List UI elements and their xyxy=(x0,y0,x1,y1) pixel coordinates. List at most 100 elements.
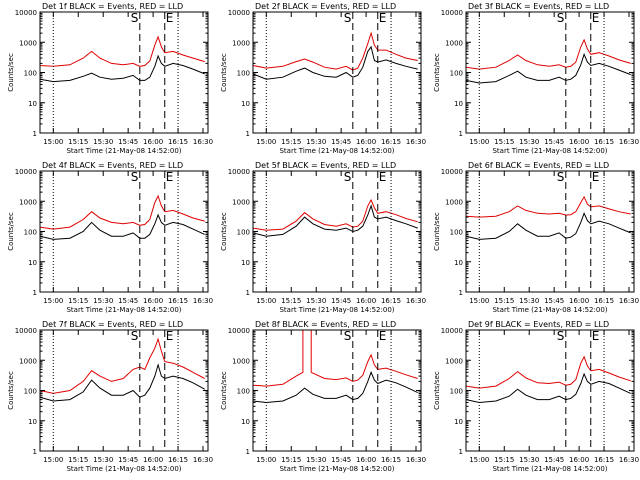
marker-s: S xyxy=(131,170,139,184)
x-tick-label: 16:30 xyxy=(619,297,639,305)
x-tick-label: 16:15 xyxy=(381,456,401,464)
x-tick-label: 15:45 xyxy=(331,138,351,146)
y-tick-label: 10000 xyxy=(228,327,250,335)
panel-title: Det 9f BLACK = Events, RED = LLD xyxy=(468,320,609,329)
y-tick-label: 10000 xyxy=(228,168,250,176)
series-line-lld xyxy=(466,355,631,389)
x-axis-label: Start Time (21-May-08 14:52:00) xyxy=(279,147,394,155)
x-tick-label: 16:30 xyxy=(193,456,213,464)
x-tick-label: 15:15 xyxy=(281,138,301,146)
x-tick-label: 15:15 xyxy=(494,138,514,146)
x-tick-label: 16:00 xyxy=(143,297,163,305)
plot-frame xyxy=(252,11,422,134)
y-tick-label: 10 xyxy=(28,418,37,426)
y-tick-label: 1000 xyxy=(232,357,250,365)
x-axis-label: Start Time (21-May-08 14:52:00) xyxy=(492,306,607,314)
marker-e: E xyxy=(379,170,387,184)
y-tick-label: 1 xyxy=(246,289,250,297)
x-tick-label: 15:45 xyxy=(118,297,138,305)
y-tick-label: 10000 xyxy=(15,9,37,17)
y-tick-label: 1000 xyxy=(232,39,250,47)
y-tick-label: 1000 xyxy=(19,357,37,365)
y-tick-label: 10 xyxy=(241,259,250,267)
y-axis-label: Counts/sec xyxy=(220,53,228,92)
y-tick-label: 1 xyxy=(33,289,37,297)
marker-e: E xyxy=(379,329,387,343)
x-tick-label: 15:00 xyxy=(469,297,489,305)
y-tick-label: 10 xyxy=(28,259,37,267)
y-tick-label: 1000 xyxy=(19,39,37,47)
y-tick-label: 10 xyxy=(241,100,250,108)
x-axis-label: Start Time (21-May-08 14:52:00) xyxy=(66,465,181,473)
x-axis-label: Start Time (21-May-08 14:52:00) xyxy=(279,465,394,473)
plot-frame xyxy=(252,170,422,293)
series-line-events xyxy=(40,213,205,240)
x-tick-label: 15:45 xyxy=(118,138,138,146)
marker-e: E xyxy=(379,11,387,25)
x-tick-label: 15:15 xyxy=(281,297,301,305)
y-axis-label: Counts/sec xyxy=(433,371,441,410)
marker-e: E xyxy=(166,329,174,343)
panel-title: Det 2f BLACK = Events, RED = LLD xyxy=(255,2,396,11)
x-tick-label: 15:45 xyxy=(544,297,564,305)
x-axis-label: Start Time (21-May-08 14:52:00) xyxy=(492,465,607,473)
y-tick-label: 1 xyxy=(459,130,463,138)
x-tick-label: 15:30 xyxy=(519,138,539,146)
x-tick-label: 15:00 xyxy=(256,138,276,146)
panel-title: Det 7f BLACK = Events, RED = LLD xyxy=(42,320,183,329)
series-line-lld xyxy=(253,330,418,387)
x-tick-label: 15:00 xyxy=(256,456,276,464)
marker-e: E xyxy=(166,11,174,25)
y-tick-label: 1000 xyxy=(445,198,463,206)
x-tick-label: 15:30 xyxy=(93,138,113,146)
x-tick-label: 15:30 xyxy=(93,297,113,305)
series-line-lld xyxy=(253,198,418,231)
y-axis-label: Counts/sec xyxy=(433,212,441,251)
marker-s: S xyxy=(344,11,352,25)
x-tick-label: 16:15 xyxy=(168,456,188,464)
x-tick-label: 16:00 xyxy=(143,138,163,146)
y-tick-label: 10 xyxy=(454,259,463,267)
series-line-events xyxy=(253,45,418,80)
y-tick-label: 1000 xyxy=(232,198,250,206)
x-tick-label: 15:30 xyxy=(519,297,539,305)
series-line-events xyxy=(466,372,631,404)
series-line-events xyxy=(40,363,205,402)
y-axis-label: Counts/sec xyxy=(220,371,228,410)
y-tick-label: 100 xyxy=(237,70,250,78)
y-tick-label: 10000 xyxy=(441,168,463,176)
x-tick-label: 15:15 xyxy=(281,456,301,464)
x-tick-label: 15:15 xyxy=(68,297,88,305)
y-axis-label: Counts/sec xyxy=(7,371,15,410)
marker-s: S xyxy=(131,329,139,343)
x-axis-label: Start Time (21-May-08 14:52:00) xyxy=(279,306,394,314)
marker-s: S xyxy=(131,11,139,25)
y-tick-label: 1 xyxy=(246,130,250,138)
y-axis-label: Counts/sec xyxy=(7,212,15,251)
y-tick-label: 10 xyxy=(241,418,250,426)
x-tick-label: 16:30 xyxy=(619,456,639,464)
x-tick-label: 15:45 xyxy=(544,138,564,146)
y-tick-label: 100 xyxy=(237,388,250,396)
x-tick-label: 16:15 xyxy=(381,138,401,146)
panel-title: Det 1f BLACK = Events, RED = LLD xyxy=(42,2,183,11)
plot-frame xyxy=(252,329,422,452)
x-tick-label: 16:30 xyxy=(406,297,426,305)
x-tick-label: 16:00 xyxy=(356,456,376,464)
x-axis-label: Start Time (21-May-08 14:52:00) xyxy=(66,306,181,314)
y-tick-label: 100 xyxy=(24,70,37,78)
x-tick-label: 15:00 xyxy=(43,456,63,464)
marker-s: S xyxy=(557,170,565,184)
marker-e: E xyxy=(592,11,600,25)
x-tick-label: 15:15 xyxy=(494,297,514,305)
panel-title: Det 3f BLACK = Events, RED = LLD xyxy=(468,2,609,11)
plot-frame xyxy=(465,329,635,452)
x-tick-label: 16:15 xyxy=(381,297,401,305)
